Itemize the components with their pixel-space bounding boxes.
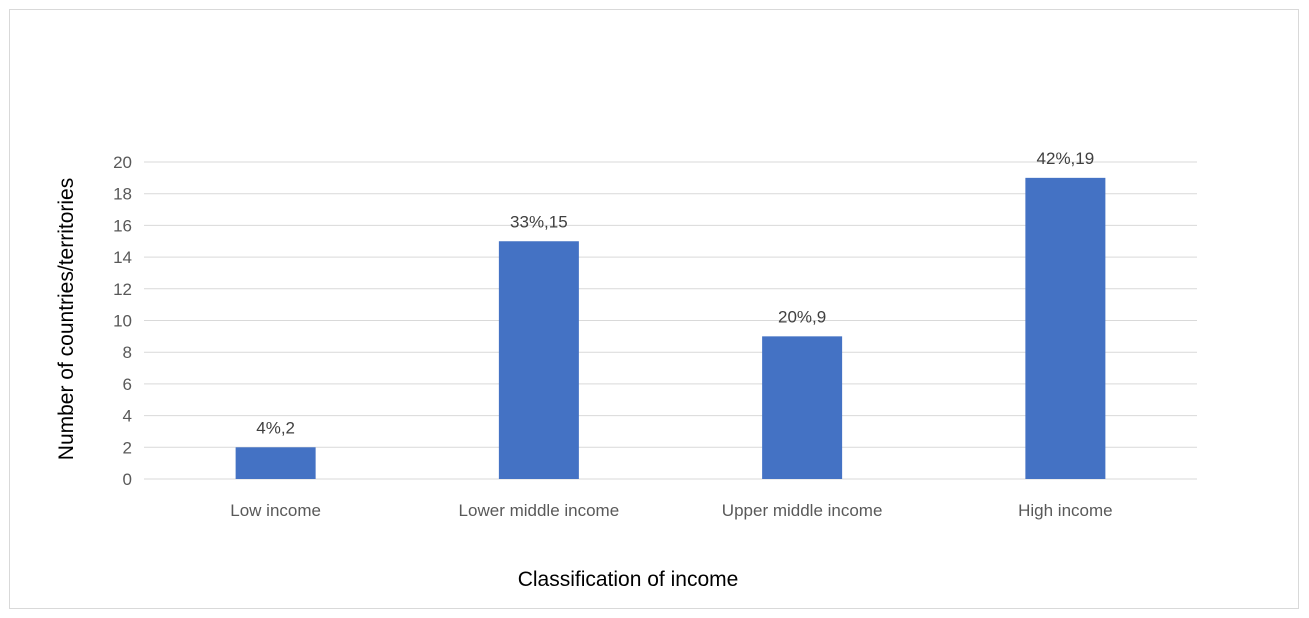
y-axis-ticks: 0 2 4 6 8 10 12 14 16 18 20	[113, 153, 132, 489]
bar-high-income	[1025, 177, 1106, 479]
y-tick-label: 2	[123, 438, 132, 457]
y-tick-label: 18	[113, 185, 132, 204]
x-axis-title: Classification of income	[518, 568, 739, 591]
x-category-label: High income	[1018, 501, 1113, 520]
y-tick-label: 14	[113, 248, 132, 267]
data-labels: 4%,2 33%,15 20%,9 42%,19	[256, 149, 1094, 437]
y-axis-title: Number of countries/territories	[55, 178, 78, 460]
y-tick-label: 10	[113, 312, 132, 331]
bar-low-income	[235, 447, 316, 479]
x-category-label: Upper middle income	[722, 501, 883, 520]
bar-upper-middle-income	[762, 336, 843, 479]
y-tick-label: 4	[123, 407, 132, 426]
data-label: 20%,9	[778, 307, 826, 326]
data-label: 4%,2	[256, 418, 295, 437]
y-tick-label: 12	[113, 280, 132, 299]
y-tick-label: 8	[123, 343, 132, 362]
bar-lower-middle-income	[498, 241, 579, 479]
data-label: 33%,15	[510, 212, 568, 231]
y-tick-label: 16	[113, 216, 132, 235]
x-category-label: Low income	[230, 501, 321, 520]
y-tick-label: 6	[123, 375, 132, 394]
data-label: 42%,19	[1037, 149, 1095, 168]
x-axis-categories: Low income Lower middle income Upper middl…	[230, 501, 1112, 520]
x-category-label: Lower middle income	[459, 501, 620, 520]
bars	[235, 177, 1106, 479]
y-tick-label: 0	[123, 470, 132, 489]
gridlines	[144, 161, 1197, 480]
y-tick-label: 20	[113, 153, 132, 172]
